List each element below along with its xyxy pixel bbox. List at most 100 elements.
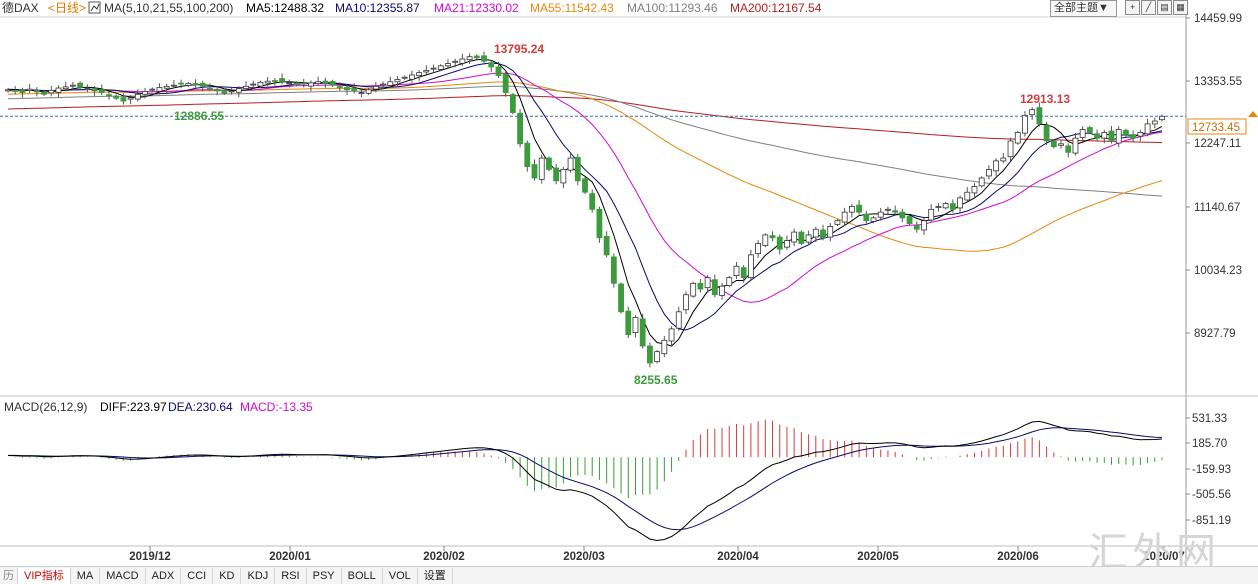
candle-body xyxy=(185,83,192,86)
candle-body xyxy=(740,267,747,279)
tab-kd[interactable]: KD xyxy=(213,567,242,584)
candle-body xyxy=(524,142,531,168)
macd-tick-label: -851.19 xyxy=(1192,515,1231,527)
tab-settings[interactable]: 设置 xyxy=(418,567,453,584)
ma10-line xyxy=(7,62,1163,331)
theme-select[interactable]: 全部主题▼ xyxy=(1050,0,1117,17)
tab-history[interactable]: 历 xyxy=(0,567,18,584)
tab-macd[interactable]: MACD xyxy=(100,567,146,584)
date-tick-label: 2020/04 xyxy=(717,551,759,563)
price-tick-label: 14459.99 xyxy=(1194,13,1242,25)
candle-body xyxy=(336,86,343,88)
candle-body xyxy=(719,285,725,296)
macd-tick-label: -159.93 xyxy=(1192,464,1231,476)
candle-body xyxy=(62,86,69,90)
candle-body xyxy=(553,167,560,182)
candle-body xyxy=(618,283,624,313)
candle-body xyxy=(473,55,480,59)
low-annotation-1: 12886.55 xyxy=(174,109,224,123)
candle-body xyxy=(546,157,552,170)
candle-body xyxy=(1151,120,1158,125)
candle-body xyxy=(70,84,76,87)
layout-icon[interactable]: ▤ xyxy=(1157,0,1172,15)
candle-body xyxy=(704,277,711,289)
price-tick-label: 12247.11 xyxy=(1194,138,1241,150)
candle-body xyxy=(358,92,365,94)
candle-body xyxy=(1123,129,1129,136)
candle-body xyxy=(733,265,740,276)
candle-body xyxy=(913,225,920,230)
tab-vip[interactable]: VIP指标 xyxy=(18,567,71,584)
macd-tick-label: -505.56 xyxy=(1192,489,1231,501)
candle-body xyxy=(300,82,307,85)
candle-body xyxy=(560,169,567,184)
candle-body xyxy=(235,88,242,93)
candle-body xyxy=(863,213,870,222)
current-price-box xyxy=(1187,118,1247,135)
candle-body xyxy=(993,160,1000,172)
indicator-settings-icon[interactable] xyxy=(88,1,101,14)
symbol-label: 德DAX xyxy=(2,0,39,15)
candle-body xyxy=(935,206,942,208)
indicator-tabbar: 历 VIP指标 MA MACD ADX CCI KD KDJ RSI PSY B… xyxy=(0,566,1258,584)
candle-body xyxy=(661,339,668,355)
tab-boll[interactable]: BOLL xyxy=(342,567,383,584)
macd-tick-label: 531.33 xyxy=(1192,413,1227,425)
candle-body xyxy=(178,82,185,85)
tab-cci[interactable]: CCI xyxy=(181,567,214,584)
candle-body xyxy=(690,282,697,297)
candle-body xyxy=(495,66,502,76)
candle-body xyxy=(257,81,264,87)
candle-body xyxy=(711,279,718,296)
candle-body xyxy=(834,220,841,225)
macd-dea: DEA:230.64 xyxy=(168,400,233,414)
candle-body xyxy=(1014,132,1021,144)
candle-body xyxy=(1000,157,1007,162)
candle-body xyxy=(877,211,884,218)
price-tick-label: 10034.23 xyxy=(1194,265,1242,277)
candle-body xyxy=(344,87,350,91)
candle-body xyxy=(1101,132,1108,139)
tab-kdj[interactable]: KDJ xyxy=(241,567,276,584)
ma21-value: MA21:12330.02 xyxy=(434,1,519,15)
candle-body xyxy=(856,204,862,213)
candle-body xyxy=(134,93,141,100)
candle-body xyxy=(170,84,177,87)
macd-lines xyxy=(7,420,1163,542)
candlesticks xyxy=(5,51,1165,368)
candle-body xyxy=(971,186,978,194)
period-label[interactable]: <日线> xyxy=(48,1,86,15)
candle-body xyxy=(372,85,379,90)
candle-body xyxy=(380,83,386,86)
candle-body xyxy=(986,169,992,177)
low-annotation-2: 8255.65 xyxy=(634,373,678,387)
candle-body xyxy=(199,82,206,87)
tab-vol[interactable]: VOL xyxy=(383,567,418,584)
candle-body xyxy=(1159,115,1165,121)
price-up-arrow-icon xyxy=(1248,111,1258,117)
ma-params: MA(5,10,21,55,100,200) xyxy=(104,1,233,15)
candle-body xyxy=(1036,107,1043,125)
candle-body xyxy=(747,254,754,279)
draw-line-icon[interactable]: ╱ xyxy=(1141,0,1156,15)
tab-rsi[interactable]: RSI xyxy=(275,567,307,584)
diff-line xyxy=(7,420,1163,542)
candle-body xyxy=(892,210,899,213)
candle-body xyxy=(286,82,293,85)
grid-icon[interactable]: ▦ xyxy=(1173,0,1188,15)
macd-legend: MACD(26,12,9) DIFF:223.97 DEA:230.64 MAC… xyxy=(4,400,313,414)
macd-axis: 531.33 185.70 -159.93 -505.56 -851.19 xyxy=(1186,413,1231,527)
candle-body xyxy=(12,90,19,92)
candle-body xyxy=(221,89,228,94)
candle-body xyxy=(264,80,271,84)
crosshair-icon[interactable]: + xyxy=(1125,0,1140,15)
candle-body xyxy=(596,208,603,239)
candle-body xyxy=(423,69,430,73)
date-axis: 2019/12 2020/01 2020/02 2020/03 2020/04 2020/… xyxy=(129,546,1185,563)
candle-body xyxy=(430,67,437,70)
tab-psy[interactable]: PSY xyxy=(307,567,342,584)
candle-body xyxy=(279,78,285,83)
tab-adx[interactable]: ADX xyxy=(146,567,182,584)
tab-ma[interactable]: MA xyxy=(71,567,101,584)
candle-body xyxy=(603,236,610,256)
